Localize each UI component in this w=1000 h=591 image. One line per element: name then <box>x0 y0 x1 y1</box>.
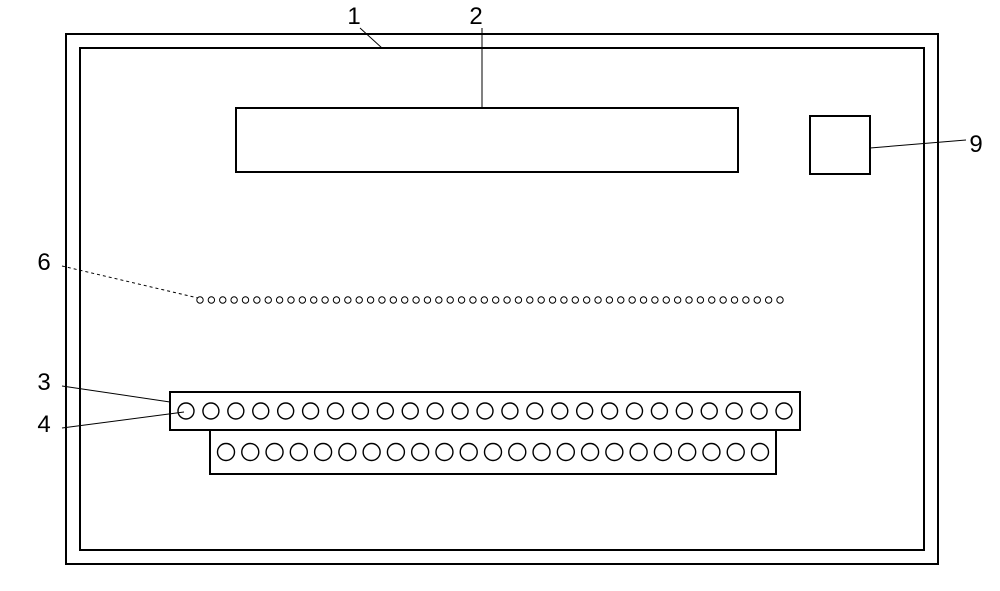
tube-3-holes <box>178 403 792 419</box>
tube-3 <box>170 392 800 430</box>
dot-row-6 <box>197 297 783 303</box>
label-text-6: 6 <box>37 249 50 276</box>
label-text-1: 1 <box>347 3 360 30</box>
label-2: 2 <box>469 3 482 108</box>
label-text-2: 2 <box>469 3 482 30</box>
label-text-3: 3 <box>37 369 50 396</box>
label-1: 1 <box>347 3 382 48</box>
tube-lower <box>210 430 776 474</box>
label-9: 9 <box>870 131 983 158</box>
label-4: 4 <box>37 411 184 438</box>
label-text-9: 9 <box>969 131 982 158</box>
label-text-4: 4 <box>37 411 50 438</box>
tube-lower-holes <box>218 444 769 461</box>
label-6: 6 <box>37 249 198 298</box>
component-9 <box>810 116 870 174</box>
label-3: 3 <box>37 369 170 402</box>
component-2 <box>236 108 738 172</box>
